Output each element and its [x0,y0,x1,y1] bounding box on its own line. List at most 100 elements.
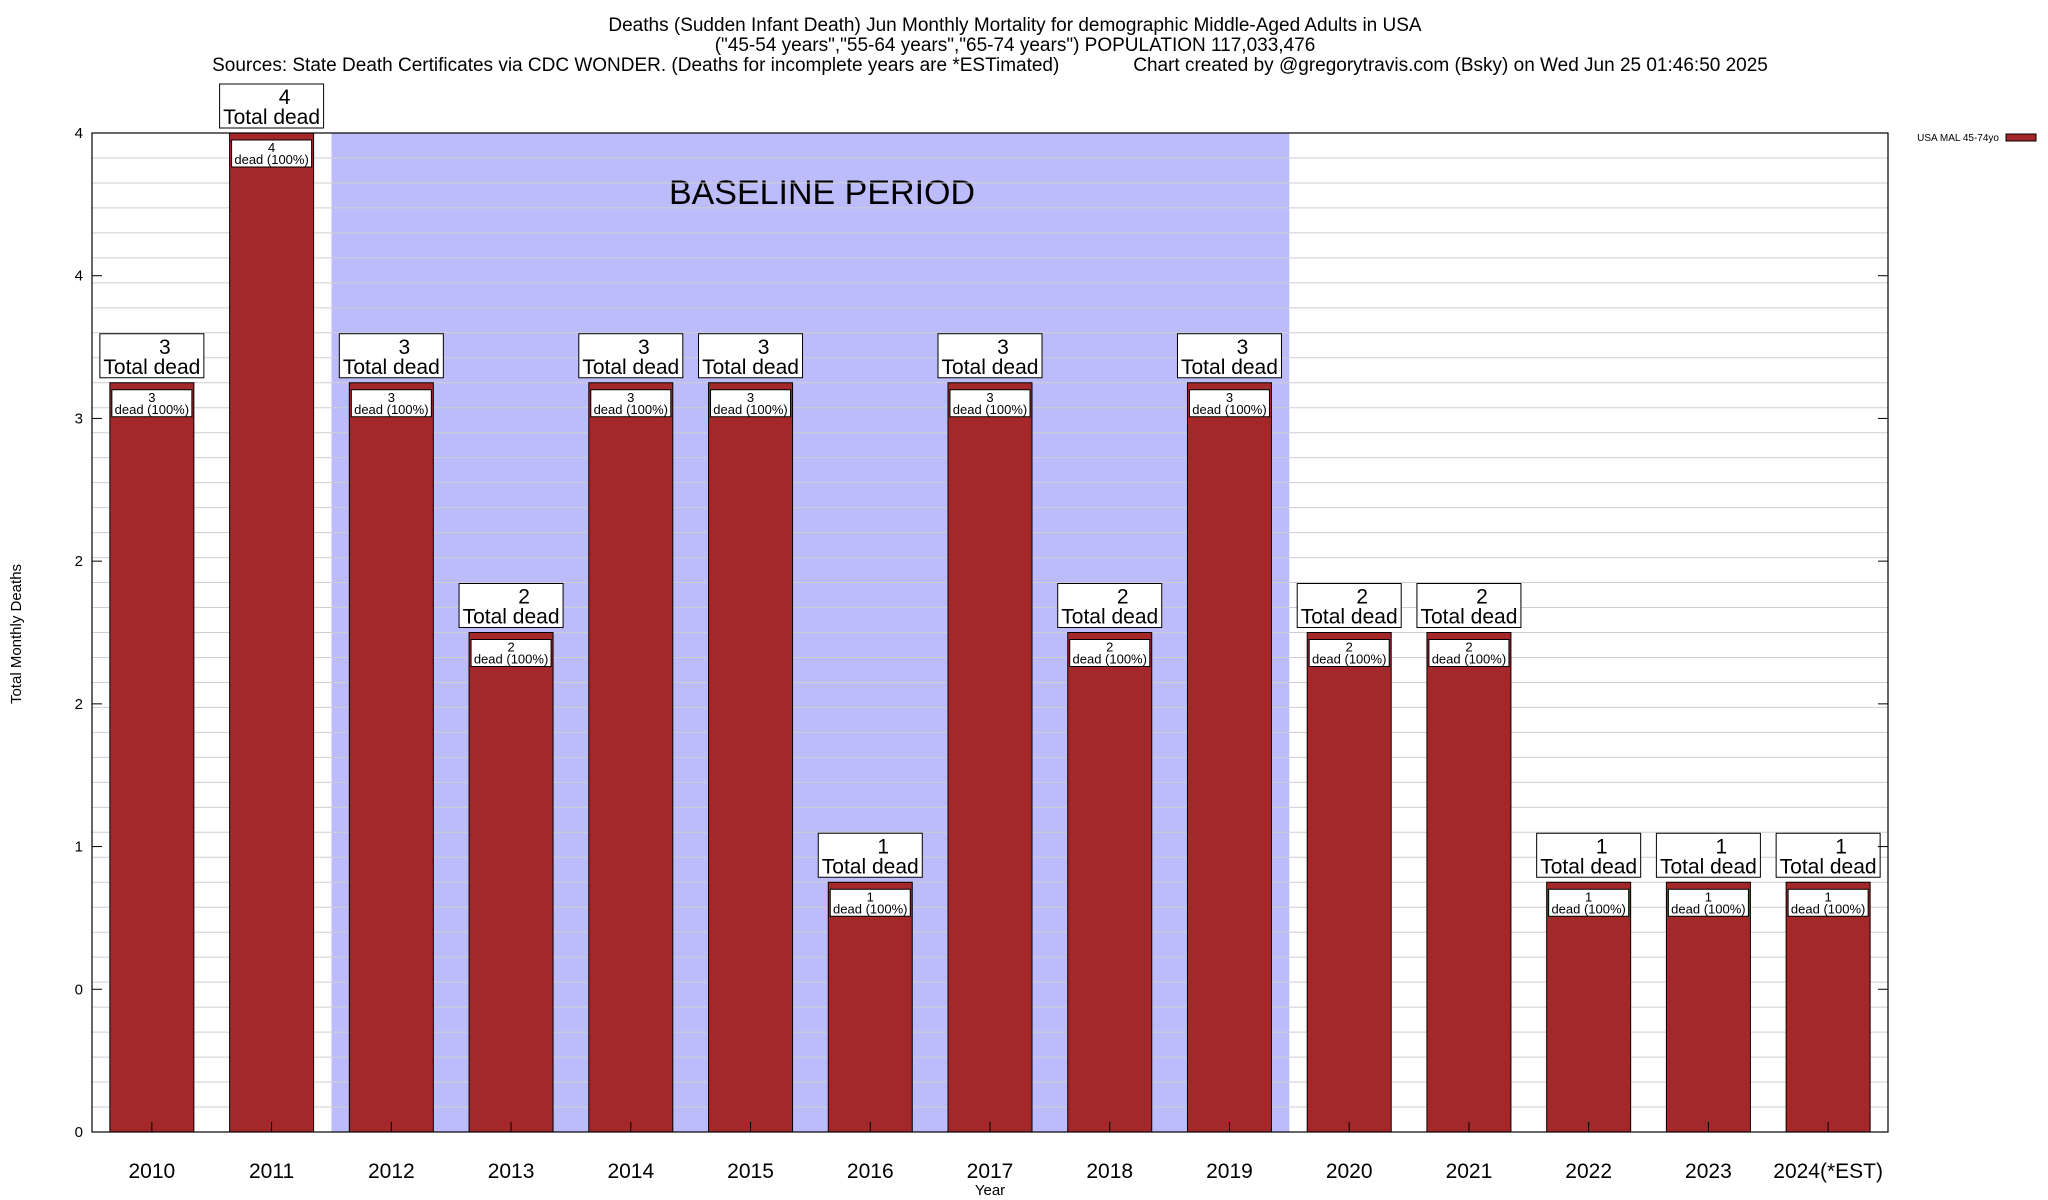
total-label-text: Total dead [463,606,560,629]
chart-title: Deaths (Sudden Infant Death) Jun Monthly… [212,15,1768,76]
legend: USA MAL 45-74yo [1917,133,2037,144]
inner-label-number: 3 [986,390,993,405]
legend-swatch [2005,133,2037,142]
inner-label-box [1667,888,1749,917]
y-tick-label: 3 [75,410,83,427]
inner-label-number: 3 [747,390,754,405]
bar [109,382,195,1133]
title-line-3: Sources: State Death Certificates via CD… [212,55,1768,76]
total-label-number: 3 [638,336,650,359]
inner-label-box [590,389,672,418]
total-label-box [1057,583,1163,628]
bar [348,382,434,1133]
x-tick-label: 2023 [1685,1160,1732,1183]
total-label-number: 2 [1476,586,1488,609]
bar [588,382,674,1133]
inner-label-number: 3 [148,390,155,405]
inner-label-number: 2 [1346,640,1353,655]
total-label-number: 1 [1835,835,1847,858]
bar-group [1426,632,1512,1133]
x-tick-label: 2024(*EST) [1773,1160,1883,1183]
title-line-2: ("45-54 years","55-64 years","65-74 year… [715,35,1316,56]
x-tick-label: 2011 [249,1160,294,1183]
total-label-text: Total dead [822,855,919,878]
y-axis-title: Total Monthly Deaths [8,564,25,704]
total-label-box [219,83,325,129]
total-label-number: 2 [1356,586,1368,609]
bar [229,132,315,1133]
total-label-text: Total dead [582,356,679,379]
inner-label-number: 4 [268,140,275,155]
x-tick-label: 2019 [1206,1160,1253,1183]
x-tick-label: 2014 [607,1160,654,1183]
total-label-number: 4 [279,86,291,109]
y-tick-label: 4 [75,268,83,285]
total-label-box [1775,832,1881,878]
total-label-box [1176,333,1282,379]
total-label-number: 3 [398,336,410,359]
total-label-box [817,832,923,878]
total-label-text: Total dead [1420,606,1517,629]
inner-label-text: dead (100%) [234,152,308,167]
inner-label-number: 1 [1705,889,1712,904]
inner-label-box [949,389,1031,418]
inner-label-box [470,639,552,667]
bar-group [1067,632,1153,1133]
x-tick-label: 2021 [1446,1160,1493,1183]
inner-label-number: 1 [1825,889,1832,904]
inner-label-box [1787,888,1869,917]
x-tick-label: 2016 [847,1160,894,1183]
total-label-box [1416,583,1522,628]
y-tick-label: 0 [75,981,83,998]
x-axis: 2010 2011 2012 2013 2014 2015 2016 2017 2018 2019… [129,1122,1883,1183]
bar [947,382,1033,1133]
x-tick-label: 2017 [967,1160,1014,1183]
total-label-number: 3 [758,336,770,359]
bar-group [468,632,554,1133]
total-label-box [698,333,804,379]
bar-group [827,881,913,1133]
total-label-box [458,583,564,628]
bar-group [708,382,794,1133]
bar-group [1306,632,1392,1133]
total-label-box [338,333,444,379]
inner-label-text: dead (100%) [713,402,787,417]
inner-label-number: 1 [1585,889,1592,904]
bar [827,881,913,1133]
inner-label-text: dead (100%) [1671,901,1745,916]
bar-group [947,382,1033,1133]
total-label-box [1655,832,1761,878]
total-label-box [1296,583,1402,628]
bar-group [588,382,674,1133]
inner-label-number: 2 [1106,640,1113,655]
baseline-label: BASELINE PERIOD [669,174,975,212]
bar-group [1186,382,1272,1133]
total-label-number: 2 [518,586,530,609]
total-label-text: Total dead [702,356,799,379]
x-axis-title: Year [975,1182,1005,1199]
total-label-number: 1 [1716,835,1728,858]
inner-label-box [1308,639,1390,667]
bar-group [348,382,434,1133]
total-label-number: 3 [1237,336,1249,359]
inner-label-number: 2 [507,640,514,655]
inner-label-text: dead (100%) [1791,901,1865,916]
inner-label-text: dead (100%) [115,402,189,417]
bar-group [1546,881,1632,1133]
total-label-text: Total dead [1301,606,1398,629]
inner-label-box [710,389,792,418]
